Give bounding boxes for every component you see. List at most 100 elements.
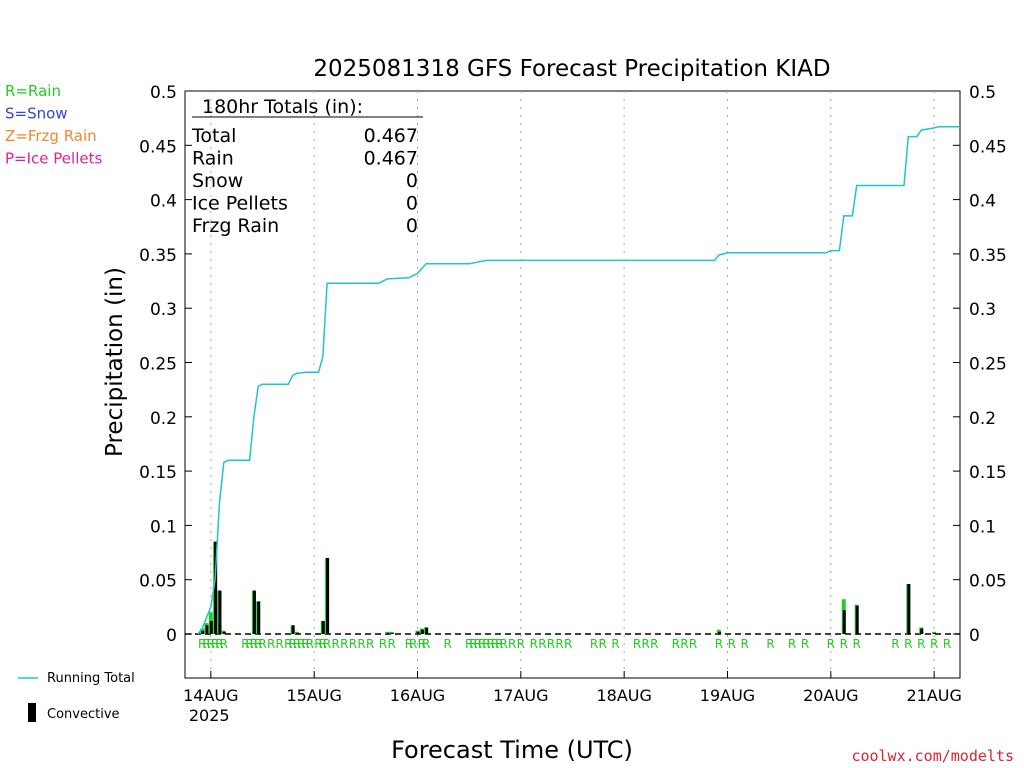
x-tick-label: 20AUG xyxy=(803,686,858,705)
convective-bar xyxy=(390,632,394,634)
convective-legend-swatch xyxy=(28,703,36,722)
y-tick-label: 0.25 xyxy=(139,355,177,375)
rain-marker: R xyxy=(357,637,365,651)
rain-marker: R xyxy=(917,637,925,651)
y-tick-label: 0.15 xyxy=(139,463,177,483)
running-total-line xyxy=(197,126,960,635)
y-tick-label-right: 0.35 xyxy=(969,246,1007,266)
y-tick-label-right: 0.25 xyxy=(969,355,1007,375)
x-tick-label: 18AUG xyxy=(596,686,651,705)
rain-marker: R xyxy=(487,637,495,651)
rain-marker: R xyxy=(482,637,490,651)
x-axis-title: Forecast Time (UTC) xyxy=(391,736,633,764)
y-tick-label-right: 0 xyxy=(969,626,980,646)
rain-marker: R xyxy=(598,637,606,651)
precip-type-legend-item: Z=Frzg Rain xyxy=(5,127,97,145)
rain-marker: R xyxy=(689,637,697,651)
y-axis-title: Precipitation (in) xyxy=(102,267,128,457)
precip-type-legend-item: P=Ice Pellets xyxy=(5,150,102,168)
rain-marker: R xyxy=(202,637,210,651)
rain-marker: R xyxy=(852,637,860,651)
totals-heading: 180hr Totals (in): xyxy=(202,96,363,118)
plot-frame xyxy=(184,90,961,679)
precip-type-legend: R=Rain S=Snow Z=Frzg Rain P=Ice Pellets xyxy=(5,82,102,168)
convective-bar xyxy=(201,630,205,634)
rain-marker: R xyxy=(642,637,650,651)
rain-marker: R xyxy=(349,637,357,651)
x-tick-label: 21AUG xyxy=(906,686,961,705)
y-tick-label-right: 0.3 xyxy=(969,300,996,320)
rain-marker: R xyxy=(891,637,899,651)
x-tick-label: 15AUG xyxy=(286,686,341,705)
rain-marker: R xyxy=(766,637,774,651)
convective-bar xyxy=(205,625,209,634)
rain-marker: R xyxy=(340,637,348,651)
rain-marker: R xyxy=(301,637,309,651)
rain-marker: R xyxy=(258,637,266,651)
totals-row-label: Total xyxy=(191,125,236,147)
x-tick-label: 19AUG xyxy=(700,686,755,705)
rain-marker: R xyxy=(590,637,598,651)
y-tick-label: 0.05 xyxy=(139,572,177,592)
rain-marker: R xyxy=(530,637,538,651)
rain-marker: R xyxy=(207,637,215,651)
rain-marker: R xyxy=(715,637,723,651)
y-tick-label: 0.5 xyxy=(150,83,177,103)
rain-marker: R xyxy=(245,637,253,651)
convective-bar xyxy=(291,625,295,634)
y-tick-label-right: 0.05 xyxy=(969,572,1007,592)
convective-bar xyxy=(933,632,937,634)
rain-marker: R xyxy=(366,637,374,651)
x-tick-label: 14AUG xyxy=(183,686,238,705)
y-tick-label: 0.45 xyxy=(139,137,177,157)
totals-row-value: 0 xyxy=(406,193,418,215)
totals-row-label: Ice Pellets xyxy=(192,193,288,215)
bottom-legend: Running Total Convective xyxy=(18,671,135,722)
rain-marker: R xyxy=(728,637,736,651)
y-tick-label: 0.35 xyxy=(139,246,177,266)
credit-text: coolwx.com/modelts xyxy=(851,747,1014,765)
rain-marker: R xyxy=(422,637,430,651)
convective-bar xyxy=(842,610,846,634)
rain-marker: R xyxy=(267,637,275,651)
rain-marker: R xyxy=(319,637,327,651)
rain-marker: R xyxy=(288,637,296,651)
y-tick-label-right: 0.5 xyxy=(969,83,996,103)
totals-row-label: Frzg Rain xyxy=(192,215,279,237)
rain-marker: R xyxy=(418,637,426,651)
totals-box: 180hr Totals (in): Total 0.467 Rain 0.467 Sn… xyxy=(191,96,423,237)
rain-marker: R xyxy=(306,637,314,651)
rain-marker: R xyxy=(469,637,477,651)
y-axis-left: 0 0.05 0.1 0.15 0.2 0.25 0.3 0.35 0.4 0.45 0.5 xyxy=(139,83,192,646)
rain-marker: R xyxy=(276,637,284,651)
rain-marker: R xyxy=(547,637,555,651)
convective-legend-label: Convective xyxy=(47,707,120,722)
y-tick-label: 0.1 xyxy=(150,517,177,537)
rain-marker: R xyxy=(555,637,563,651)
convective-bar xyxy=(209,620,213,634)
rain-marker: R xyxy=(801,637,809,651)
convective-bar xyxy=(386,632,390,634)
rain-marker: R xyxy=(672,637,680,651)
rain-marker: R xyxy=(293,637,301,651)
x-tick-label: 16AUG xyxy=(390,686,445,705)
running-total-legend-label: Running Total xyxy=(47,671,135,686)
rain-marker: R xyxy=(943,637,951,651)
rain-marker: R xyxy=(254,637,262,651)
convective-bar xyxy=(321,620,325,634)
y-tick-label: 0.3 xyxy=(150,300,177,320)
rain-marker: R xyxy=(538,637,546,651)
rain-marker: R xyxy=(474,637,482,651)
rain-marker: R xyxy=(633,637,641,651)
rain-marker: R xyxy=(409,637,417,651)
y-tick-label-right: 0.15 xyxy=(969,463,1007,483)
convective-bar xyxy=(920,628,924,634)
rain-marker: R xyxy=(215,637,223,651)
rain-marker: R xyxy=(241,637,249,651)
rain-marker: R xyxy=(478,637,486,651)
y-tick-label-right: 0.45 xyxy=(969,137,1007,157)
rain-marker: R xyxy=(198,637,206,651)
